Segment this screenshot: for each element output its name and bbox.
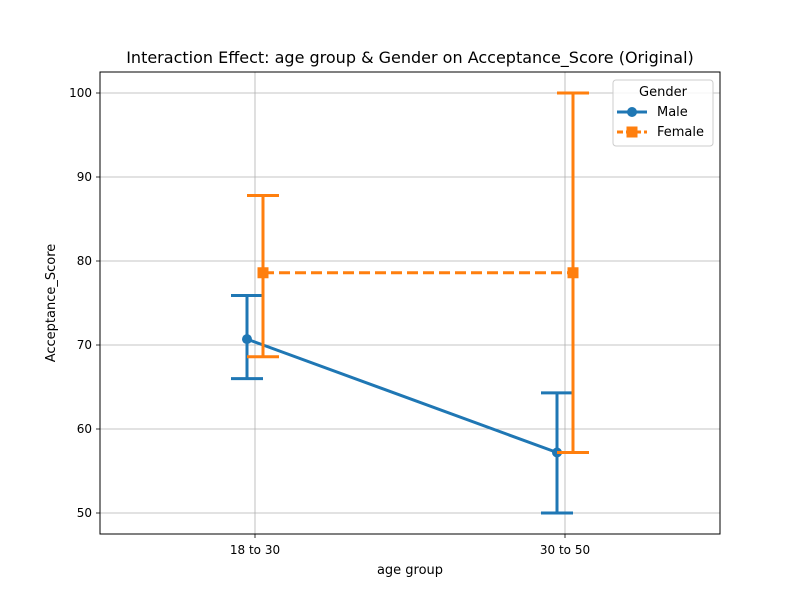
- legend-label: Male: [657, 105, 688, 120]
- legend-marker: [627, 107, 637, 117]
- series-layer: [231, 91, 589, 515]
- y-tick-label: 70: [77, 338, 92, 352]
- y-tick-label: 90: [77, 170, 92, 184]
- legend-entry-male: Male: [617, 105, 688, 120]
- series-female: [247, 91, 589, 455]
- grid: [100, 72, 720, 534]
- y-tick-label: 100: [69, 86, 92, 100]
- legend-entry-female: Female: [617, 125, 704, 140]
- y-tick-label: 60: [77, 422, 92, 436]
- y-tick-label: 50: [77, 506, 92, 520]
- chart-title: Interaction Effect: age group & Gender o…: [126, 48, 694, 68]
- legend-box: [612, 79, 714, 147]
- x-tick-label: 18 to 30: [230, 543, 280, 557]
- series-male: [231, 293, 573, 515]
- x-tick-label: 30 to 50: [540, 543, 590, 557]
- legend: Gender Male Female: [612, 79, 714, 147]
- series-line: [246, 337, 558, 454]
- plot-frame: [99, 71, 721, 535]
- legend-label: Female: [657, 125, 704, 140]
- y-tick-label: 80: [77, 254, 92, 268]
- data-point: [257, 267, 269, 279]
- legend-entries: Male Female: [617, 105, 704, 140]
- data-point: [567, 267, 579, 279]
- data-point: [242, 334, 252, 345]
- x-axis-label: age group: [377, 563, 443, 578]
- legend-marker: [626, 126, 638, 138]
- legend-title: Gender: [639, 85, 688, 100]
- axes: 50 60 70 80 90 100 18 to 30 30 to 50: [69, 86, 590, 557]
- y-axis-label: Acceptance_Score: [44, 244, 59, 363]
